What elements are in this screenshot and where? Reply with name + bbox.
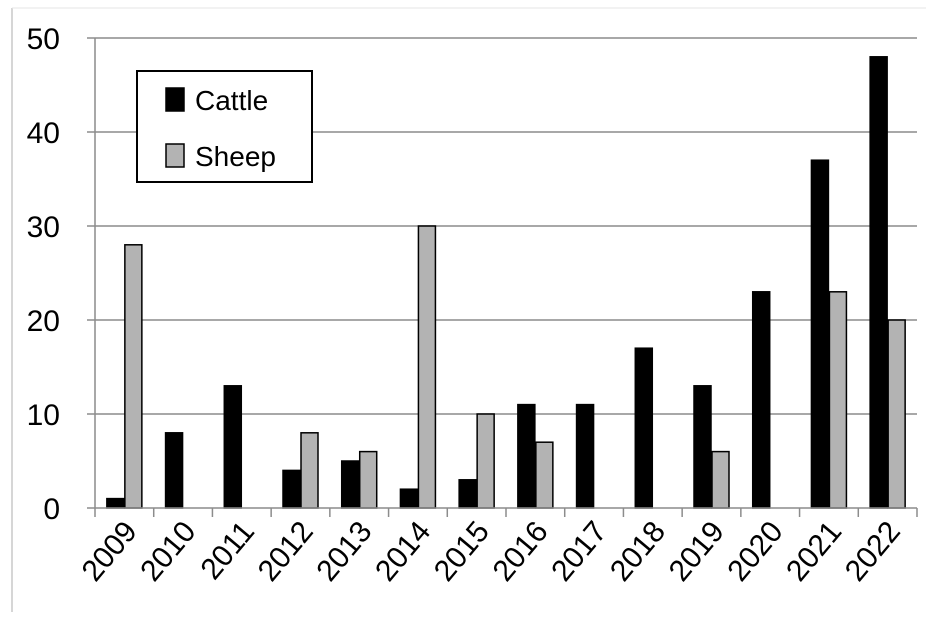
bar-cattle-2012 [282, 469, 301, 509]
bar-cattle-2018 [634, 347, 654, 509]
y-tick-label: 20 [27, 305, 60, 338]
legend-swatch-sheep [165, 143, 185, 168]
bar-cattle-2017 [575, 403, 595, 509]
y-tick-label: 0 [43, 493, 60, 526]
bar-cattle-2014 [399, 488, 419, 509]
bar-cattle-2013 [340, 460, 360, 509]
bar-cattle-2015 [458, 479, 477, 509]
legend-label-sheep: Sheep [195, 141, 276, 172]
bar-cattle-2010 [164, 432, 184, 509]
legend-swatch-cattle [165, 87, 185, 112]
bar-sheep-2019 [711, 450, 730, 509]
bar-sheep-2015 [476, 413, 495, 509]
legend-label-cattle: Cattle [195, 85, 268, 116]
bar-sheep-2014 [417, 225, 437, 509]
y-tick-label: 40 [27, 117, 60, 150]
y-tick-label: 30 [27, 211, 60, 244]
bar-sheep-2021 [828, 291, 848, 509]
legend: Cattle Sheep [136, 70, 313, 183]
bar-cattle-2020 [751, 291, 771, 509]
bar-sheep-2022 [887, 319, 906, 509]
bar-cattle-2019 [693, 385, 712, 509]
bar-sheep-2016 [535, 441, 554, 509]
y-tick-label: 10 [27, 399, 60, 432]
y-axis-tick-labels: 0 10 20 30 40 50 [27, 23, 60, 526]
bar-cattle-2021 [810, 159, 830, 509]
bar-cattle-2016 [517, 403, 536, 509]
axes [94, 38, 918, 517]
bar-sheep-2009 [124, 244, 143, 509]
bar-cattle-2009 [106, 497, 125, 509]
bar-cattle-2011 [223, 385, 243, 509]
y-tick-label: 50 [27, 23, 60, 56]
bar-cattle-2022 [869, 56, 888, 509]
bar-sheep-2013 [358, 450, 378, 509]
bars [106, 56, 906, 509]
bar-sheep-2012 [300, 432, 319, 509]
